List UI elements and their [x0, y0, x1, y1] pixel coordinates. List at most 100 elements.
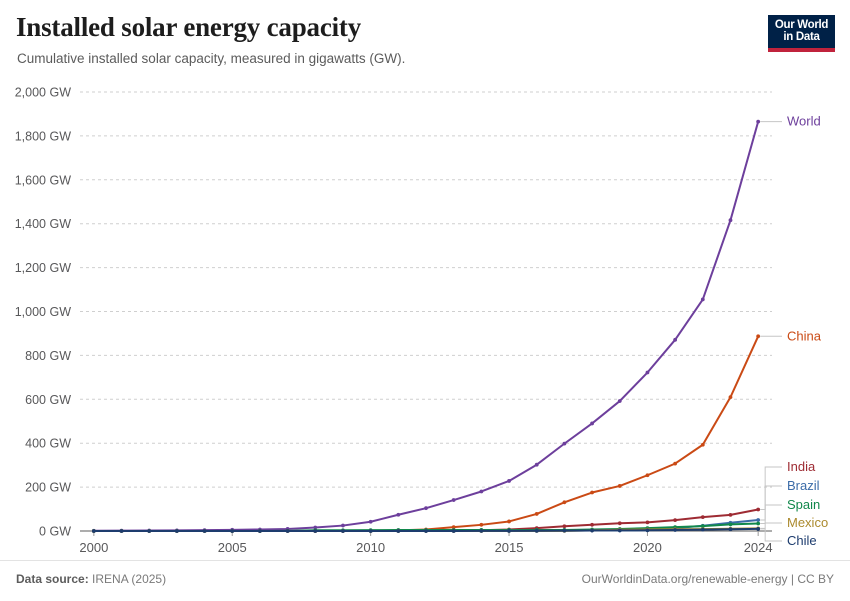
- series-label-mexico[interactable]: Mexico: [787, 515, 828, 530]
- data-point-marker[interactable]: [396, 513, 400, 517]
- series-labels[interactable]: World China India Brazil Spain Mexico Chile: [787, 114, 828, 548]
- data-point-marker[interactable]: [756, 120, 760, 124]
- data-point-marker[interactable]: [313, 529, 317, 533]
- data-point-marker[interactable]: [618, 521, 622, 525]
- connector-brazil: [760, 486, 782, 520]
- footer-url-link[interactable]: OurWorldinData.org/renewable-energy | CC…: [582, 572, 834, 586]
- data-point-marker[interactable]: [258, 529, 262, 533]
- data-point-marker[interactable]: [646, 520, 650, 524]
- data-point-marker[interactable]: [452, 498, 456, 502]
- data-point-marker[interactable]: [729, 395, 733, 399]
- data-point-marker[interactable]: [673, 528, 677, 532]
- data-point-marker[interactable]: [479, 529, 483, 533]
- data-point-marker[interactable]: [535, 512, 539, 516]
- data-point-marker[interactable]: [507, 529, 511, 533]
- data-point-marker[interactable]: [701, 298, 705, 302]
- data-point-marker[interactable]: [618, 399, 622, 403]
- data-point-marker[interactable]: [147, 529, 151, 533]
- data-point-marker[interactable]: [369, 529, 373, 533]
- data-point-marker[interactable]: [203, 529, 207, 533]
- logo-line-2: in Data: [783, 32, 819, 44]
- data-point-marker[interactable]: [756, 334, 760, 338]
- data-point-marker[interactable]: [396, 529, 400, 533]
- gridlines: [80, 92, 772, 531]
- series-label-spain[interactable]: Spain: [787, 497, 820, 512]
- our-world-in-data-logo[interactable]: Our World in Data: [768, 15, 835, 52]
- data-point-marker[interactable]: [646, 371, 650, 375]
- data-point-marker[interactable]: [341, 529, 345, 533]
- data-point-marker[interactable]: [563, 524, 567, 528]
- data-point-marker[interactable]: [701, 443, 705, 447]
- series-line-world[interactable]: [94, 122, 758, 531]
- data-point-marker[interactable]: [590, 422, 594, 426]
- data-point-marker[interactable]: [756, 518, 760, 522]
- data-point-marker[interactable]: [424, 506, 428, 510]
- data-point-marker[interactable]: [701, 515, 705, 519]
- data-point-marker[interactable]: [286, 529, 290, 533]
- data-point-marker[interactable]: [756, 508, 760, 512]
- data-point-marker[interactable]: [230, 529, 234, 533]
- data-point-marker[interactable]: [563, 500, 567, 504]
- data-point-marker[interactable]: [729, 218, 733, 222]
- data-point-marker[interactable]: [756, 527, 760, 531]
- y-axis-tick-label: 600 GW: [25, 393, 71, 407]
- data-series-lines[interactable]: [92, 120, 760, 533]
- series-label-china[interactable]: China: [787, 328, 822, 343]
- chart-subtitle: Cumulative installed solar capacity, mea…: [17, 51, 405, 66]
- data-point-marker[interactable]: [590, 523, 594, 527]
- data-point-marker[interactable]: [590, 529, 594, 533]
- connector-india: [760, 467, 782, 510]
- x-axis-tick-label: 2024: [744, 540, 773, 555]
- data-point-marker[interactable]: [729, 523, 733, 527]
- data-point-marker[interactable]: [729, 513, 733, 517]
- chart-header: Installed solar energy capacity Cumulati…: [0, 0, 850, 78]
- data-point-marker[interactable]: [535, 463, 539, 467]
- data-point-marker[interactable]: [424, 529, 428, 533]
- y-axis-tick-label: 200 GW: [25, 481, 71, 495]
- data-point-marker[interactable]: [701, 528, 705, 532]
- series-label-brazil[interactable]: Brazil: [787, 478, 820, 493]
- data-point-marker[interactable]: [618, 529, 622, 533]
- data-point-marker[interactable]: [673, 338, 677, 342]
- data-point-marker[interactable]: [646, 473, 650, 477]
- data-point-marker[interactable]: [646, 528, 650, 532]
- data-point-marker[interactable]: [452, 529, 456, 533]
- data-point-marker[interactable]: [507, 479, 511, 483]
- data-point-marker[interactable]: [590, 491, 594, 495]
- series-line-china[interactable]: [94, 336, 758, 531]
- logo-line-1: Our World: [775, 20, 828, 32]
- data-point-marker[interactable]: [175, 529, 179, 533]
- data-point-marker[interactable]: [535, 529, 539, 533]
- x-axis-tick-label: 2015: [495, 540, 524, 555]
- series-label-chile[interactable]: Chile: [787, 533, 817, 548]
- x-axis-tick-label: 2000: [79, 540, 108, 555]
- data-point-marker[interactable]: [507, 520, 511, 524]
- data-source-value: IRENA (2025): [92, 572, 166, 586]
- data-point-marker[interactable]: [92, 529, 96, 533]
- data-source-text: Data source: IRENA (2025): [16, 572, 166, 586]
- data-point-marker[interactable]: [479, 490, 483, 494]
- data-point-marker[interactable]: [563, 529, 567, 533]
- data-point-marker[interactable]: [563, 442, 567, 446]
- data-point-marker[interactable]: [673, 462, 677, 466]
- data-point-marker[interactable]: [673, 518, 677, 522]
- chart-footer: Data source: IRENA (2025) OurWorldinData…: [0, 560, 850, 601]
- data-point-marker[interactable]: [120, 529, 124, 533]
- y-axis-tick-label: 1,400 GW: [15, 217, 71, 231]
- series-label-india[interactable]: India: [787, 459, 816, 474]
- data-point-marker[interactable]: [729, 527, 733, 531]
- data-point-marker[interactable]: [369, 520, 373, 524]
- data-point-marker[interactable]: [756, 522, 760, 526]
- series-label-world[interactable]: World: [787, 114, 821, 129]
- connector-spain: [760, 505, 782, 524]
- x-axis-tick-label: 2010: [356, 540, 385, 555]
- data-point-marker[interactable]: [618, 484, 622, 488]
- data-point-marker[interactable]: [341, 524, 345, 528]
- page-title: Installed solar energy capacity: [16, 12, 361, 43]
- data-point-marker[interactable]: [479, 523, 483, 527]
- y-axis-tick-label: 1,600 GW: [15, 173, 71, 187]
- label-connector-lines: [760, 122, 782, 541]
